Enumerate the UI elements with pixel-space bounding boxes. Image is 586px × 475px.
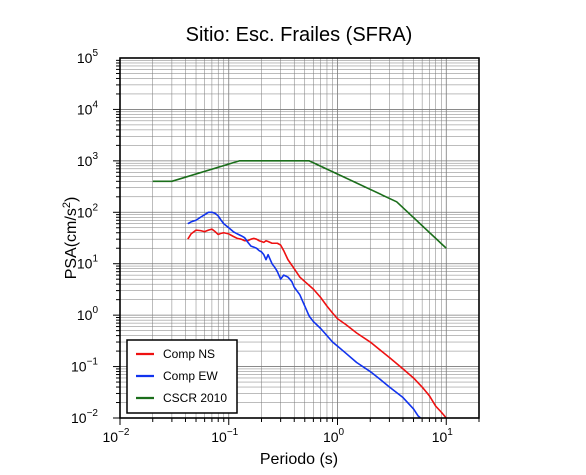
chart-title: Sitio: Esc. Frailes (SFRA)	[186, 24, 413, 46]
legend-label: CSCR 2010	[163, 391, 227, 405]
y-tick-label-base: 10	[71, 359, 87, 375]
y-tick-label-base: 10	[77, 307, 93, 323]
legend-label: Comp NS	[163, 347, 215, 361]
y-axis-label: PSA(cm/s2)	[61, 197, 80, 280]
y-tick-label-exp: 5	[92, 48, 98, 59]
y-tick-label: 101	[77, 254, 99, 272]
y-tick-label-exp: −2	[87, 408, 99, 419]
x-tick-label: 100	[323, 427, 345, 445]
x-tick-label-base: 10	[323, 429, 339, 445]
x-tick-label: 10−2	[103, 427, 130, 445]
x-tick-label: 101	[432, 427, 454, 445]
y-tick-label-exp: 0	[92, 305, 98, 316]
y-tick-label-base: 10	[77, 204, 93, 220]
y-tick-label-base: 10	[77, 101, 93, 117]
x-tick-label-base: 10	[103, 429, 119, 445]
y-tick-label: 10−2	[71, 408, 98, 426]
y-axis-label-base: PSA(cm/s	[63, 208, 80, 279]
y-tick-label: 100	[77, 305, 99, 323]
y-tick-label-exp: −1	[87, 357, 99, 368]
y-tick-label-base: 10	[77, 50, 93, 66]
y-tick-label-exp: 1	[92, 254, 98, 265]
legend-label: Comp EW	[163, 369, 218, 383]
x-tick-label-exp: 0	[339, 427, 345, 438]
y-tick-label-exp: 2	[92, 202, 98, 213]
x-tick-label-base: 10	[211, 429, 227, 445]
y-axis-label-close: )	[63, 197, 80, 202]
x-tick-label-exp: 1	[447, 427, 453, 438]
y-tick-label-exp: 4	[92, 99, 98, 110]
y-tick-label: 103	[77, 151, 99, 169]
legend: Comp NS Comp EW CSCR 2010	[126, 339, 238, 414]
x-tick-label-exp: −2	[118, 427, 130, 438]
plot-frame	[119, 57, 480, 419]
series-line-cscr-2010	[152, 160, 447, 249]
series-line-comp-ns	[187, 228, 447, 418]
series-line-comp-ew	[187, 211, 422, 418]
x-axis-label: Periodo (s)	[260, 451, 338, 468]
y-tick-label-base: 10	[71, 410, 87, 426]
x-tick-label-exp: −1	[227, 427, 239, 438]
x-tick-label-base: 10	[432, 429, 448, 445]
y-tick-label: 105	[77, 48, 99, 66]
y-tick-label-base: 10	[77, 153, 93, 169]
y-axis-label-sup: 2	[61, 202, 73, 208]
y-tick-label: 10−1	[71, 357, 98, 375]
y-tick-label: 102	[77, 202, 99, 220]
series-layer	[152, 160, 447, 418]
y-tick-label-exp: 3	[92, 151, 98, 162]
x-tick-label: 10−1	[211, 427, 238, 445]
y-tick-label: 104	[77, 99, 99, 117]
y-tick-label-base: 10	[77, 256, 93, 272]
